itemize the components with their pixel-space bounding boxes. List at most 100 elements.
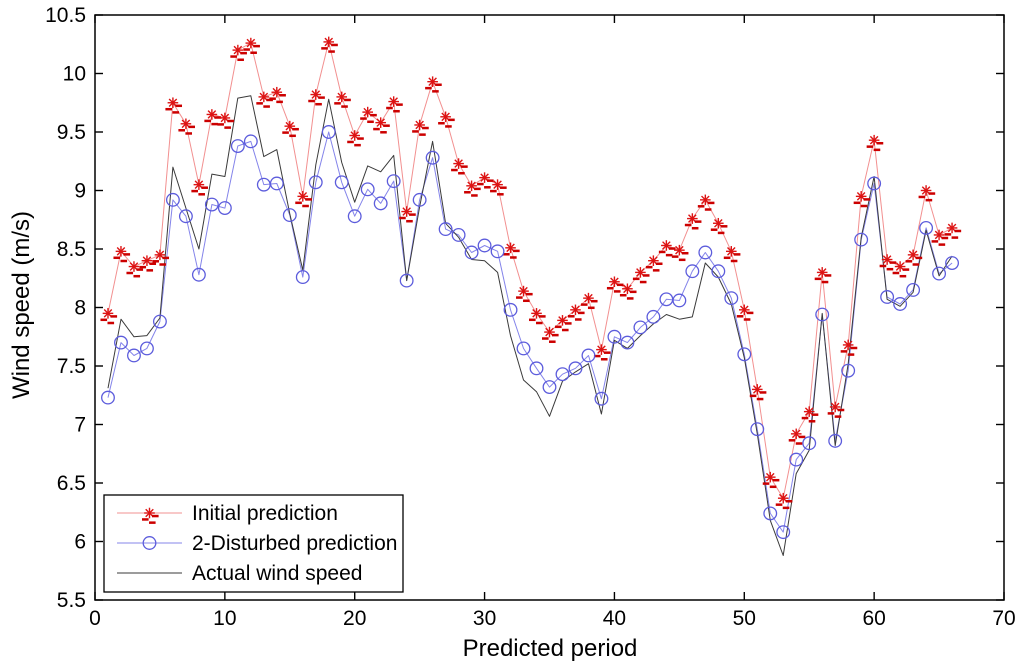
circle-marker: [477, 238, 492, 253]
star-marker-stroke: [233, 45, 243, 55]
y-tick-label: 8: [74, 297, 86, 320]
star-marker-dash: [580, 303, 588, 306]
star-marker-dash: [785, 500, 793, 503]
star-marker-dash: [432, 90, 439, 93]
star-marker-dash: [425, 86, 432, 90]
star-marker-dash: [393, 109, 400, 113]
star-marker-dash: [720, 225, 728, 228]
star-marker-stroke: [830, 402, 840, 412]
star-marker-dash: [139, 265, 147, 269]
star-marker-dash: [341, 105, 348, 108]
circle-marker: [114, 335, 128, 350]
y-tick-label: 6.5: [57, 472, 86, 495]
star-marker-stroke: [376, 118, 385, 127]
star-marker-dash: [113, 256, 121, 260]
star-marker-dash: [149, 521, 156, 524]
star-marker-dash: [331, 43, 338, 47]
star-marker-dash: [600, 358, 608, 361]
circle-marker: [438, 222, 453, 237]
star-marker-dash: [383, 124, 390, 127]
star-marker-dash: [152, 514, 159, 518]
star-marker-dash: [318, 96, 325, 99]
circle-marker: [789, 452, 804, 467]
star-marker-dash: [406, 219, 413, 223]
star-marker-stroke: [765, 472, 775, 482]
circle-marker: [464, 245, 479, 260]
star-marker-dash: [217, 123, 224, 126]
star-marker-dash: [655, 262, 663, 265]
x-tick-label: 0: [89, 607, 101, 630]
circle-marker: [503, 302, 518, 317]
circle-marker: [932, 266, 947, 281]
star-marker-dash: [490, 189, 497, 193]
star-marker-stroke: [558, 316, 567, 325]
circle-marker: [594, 391, 609, 406]
star-marker-dash: [344, 98, 351, 102]
star-marker-dash: [487, 179, 494, 182]
star-marker-dash: [564, 322, 572, 325]
star-marker-dash: [175, 104, 183, 108]
circle-marker: [776, 525, 791, 540]
star-marker-dash: [587, 306, 595, 310]
star-marker-stroke: [324, 37, 334, 47]
star-marker-dash: [360, 117, 367, 120]
star-marker-stroke: [220, 113, 230, 123]
star-marker-dash: [289, 134, 296, 138]
star-marker-dash: [263, 105, 270, 108]
star-marker-dash: [269, 97, 276, 100]
star-marker-dash: [684, 223, 692, 227]
star-marker-stroke: [856, 192, 866, 201]
star-marker-dash: [526, 292, 533, 296]
star-marker-dash: [697, 205, 705, 208]
star-marker-dash: [665, 253, 673, 257]
star-marker-stroke: [181, 119, 191, 129]
star-marker-dash: [315, 102, 322, 106]
star-marker-stroke: [752, 385, 762, 394]
star-marker-stroke: [869, 135, 879, 145]
circle-marker: [101, 390, 115, 405]
star-marker-stroke: [817, 268, 827, 277]
circle-marker: [815, 307, 830, 322]
star-marker-dash: [593, 354, 601, 358]
star-marker-stroke: [675, 245, 684, 255]
star-marker-dash: [266, 98, 273, 102]
star-marker-dash: [422, 126, 429, 130]
x-tick-label: 30: [473, 607, 496, 630]
star-marker-stroke: [259, 92, 269, 102]
star-marker-stroke: [727, 247, 736, 256]
circle-marker: [230, 139, 245, 153]
series-markers-0: [100, 36, 962, 510]
circle-marker: [191, 267, 206, 282]
star-marker-dash: [370, 113, 377, 117]
star-marker-stroke: [402, 207, 411, 216]
star-marker-dash: [292, 127, 299, 131]
star-marker-dash: [925, 198, 933, 202]
star-marker-dash: [710, 228, 718, 231]
star-marker-dash: [516, 296, 523, 299]
star-marker-dash: [191, 189, 198, 193]
star-marker-dash: [396, 103, 403, 106]
circle-marker: [373, 196, 388, 211]
star-marker-dash: [347, 140, 354, 144]
star-marker-dash: [474, 187, 481, 191]
star-marker-dash: [549, 340, 556, 343]
circle-marker: [269, 176, 284, 191]
circle-marker: [139, 341, 154, 356]
star-marker-stroke: [506, 243, 515, 253]
star-marker-dash: [821, 280, 829, 284]
star-marker-dash: [577, 311, 585, 315]
star-marker-stroke: [272, 87, 282, 97]
circle-marker: [386, 174, 401, 189]
star-marker-stroke: [882, 255, 892, 264]
circle-marker: [672, 293, 687, 308]
star-marker-dash: [152, 260, 160, 263]
circle-marker: [516, 341, 531, 356]
star-marker-dash: [110, 315, 118, 318]
star-marker-stroke: [597, 345, 606, 354]
circle-marker: [685, 264, 700, 279]
series-markers-1: [101, 125, 960, 540]
star-marker-dash: [542, 337, 549, 340]
star-marker-dash: [788, 439, 796, 442]
star-marker-stroke: [337, 92, 347, 102]
star-marker-dash: [681, 251, 689, 255]
